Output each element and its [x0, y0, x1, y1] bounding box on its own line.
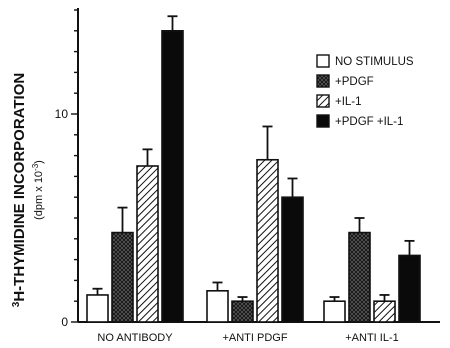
bar [111, 231, 134, 323]
x-category-label: NO ANTIBODY [97, 332, 173, 344]
y-axis-units-close: ) [33, 160, 45, 164]
legend-swatch [316, 94, 330, 108]
y-axis-label: 3H-THYMIDINE INCORPORATION (dpm x 10-3) [11, 73, 45, 307]
legend-label: +IL-1 [335, 96, 362, 108]
y-axis-label-text: H-THYMIDINE INCORPORATION [11, 73, 28, 302]
bar [206, 289, 229, 323]
svg-text:3H-THYMIDINE INCORPORATION: 3H-THYMIDINE INCORPORATION [11, 73, 28, 307]
y-tick-label: 0 [61, 315, 68, 329]
bar [281, 196, 304, 323]
bar [86, 294, 109, 323]
bar [256, 158, 279, 323]
legend-swatch [316, 114, 330, 128]
y-tick-label: 10 [55, 107, 69, 121]
bar [323, 300, 346, 323]
legend-label: +PDGF [335, 76, 374, 88]
y-axis-label-prefix: 3 [11, 301, 22, 307]
y-axis-units-exponent: -3 [31, 163, 40, 171]
legend-swatch [316, 74, 330, 88]
y-axis-units: (dpm x 10 [33, 171, 45, 220]
x-category-label: +ANTI IL-1 [345, 332, 399, 344]
bar [373, 300, 396, 323]
bar [136, 165, 159, 323]
legend: NO STIMULUS +PDGF +IL-1 +PDGF +IL-1 [316, 54, 414, 128]
x-category-label: +ANTI PDGF [222, 332, 287, 344]
bar [348, 231, 371, 323]
legend-label: NO STIMULUS [335, 56, 414, 68]
svg-text:(dpm x 10-3): (dpm x 10-3) [31, 160, 45, 220]
bar [161, 29, 184, 323]
legend-label: +PDGF +IL-1 [335, 116, 403, 128]
bars: NO ANTIBODY +ANTI PDGF +ANTI IL-1 [86, 15, 421, 344]
legend-swatch [316, 54, 330, 68]
bar [231, 300, 254, 323]
bar [398, 254, 421, 323]
